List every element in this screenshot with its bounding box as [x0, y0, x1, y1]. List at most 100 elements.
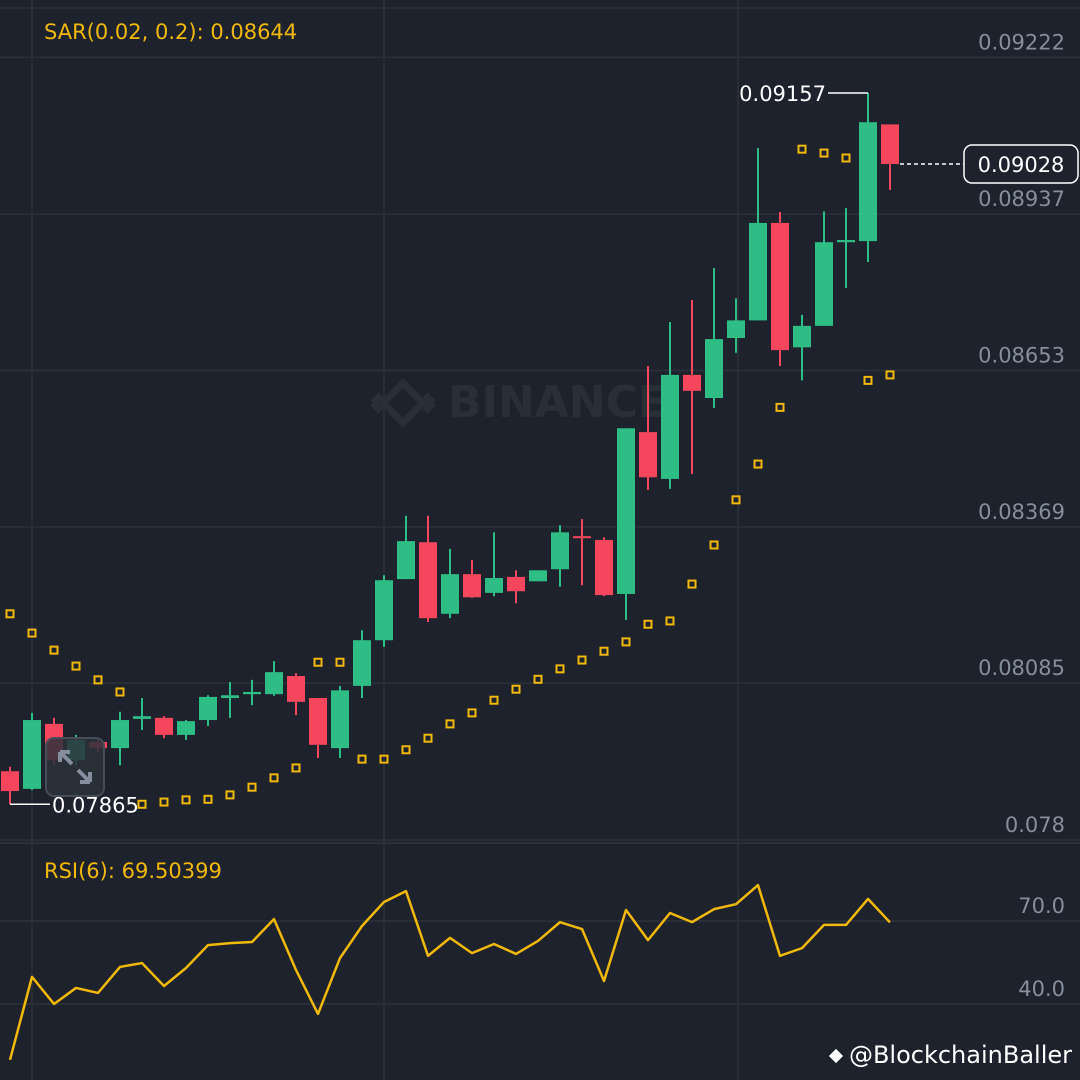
candle-body	[23, 720, 41, 789]
candle-body	[771, 222, 789, 351]
candle-body	[485, 578, 503, 593]
expand-button[interactable]	[45, 737, 105, 797]
watermark: BINANCE	[370, 377, 668, 428]
candle-body	[705, 339, 723, 399]
vertical-grid	[31, 0, 739, 1080]
sar-dot	[181, 795, 191, 805]
last-price-label: 0.09028	[978, 153, 1065, 177]
credit-text: @BlockchainBaller	[849, 1041, 1072, 1069]
y-tick-label: 0.08653	[978, 343, 1065, 367]
sar-dot	[621, 637, 631, 647]
candle-body	[287, 676, 305, 702]
sar-dot	[203, 794, 213, 804]
sar-dot	[577, 655, 587, 665]
candle-body	[529, 570, 547, 582]
candle-body	[331, 690, 349, 749]
candle-body	[749, 222, 767, 321]
sar-dot	[5, 609, 15, 619]
sar-dot	[489, 695, 499, 705]
sar-dot	[379, 754, 389, 764]
candle-body	[111, 720, 129, 749]
sar-dot	[775, 402, 785, 412]
sar-dot	[291, 763, 301, 773]
sar-dot	[753, 459, 763, 469]
y-tick-label: 0.08369	[978, 500, 1065, 524]
credit: @BlockchainBaller	[828, 1041, 1072, 1069]
y-tick-label: 0.08085	[978, 656, 1065, 680]
candle-body	[199, 696, 217, 721]
y-tick-label: 0.08937	[978, 187, 1065, 211]
watermark-text: BINANCE	[448, 377, 668, 428]
candle-body	[815, 242, 833, 326]
sar-dot	[313, 657, 323, 667]
candle-body	[837, 240, 855, 243]
candle-body	[177, 721, 195, 735]
y-tick-label: 70.0	[1018, 894, 1065, 918]
candle-body	[441, 574, 459, 614]
candle-body	[551, 532, 569, 570]
sar-dot	[841, 153, 851, 163]
candle-body	[265, 672, 283, 695]
sar-dot	[401, 745, 411, 755]
candle-body	[309, 698, 327, 745]
candle-body	[793, 325, 811, 348]
sar-dot	[93, 675, 103, 685]
sar-dot	[731, 495, 741, 505]
candle-body	[463, 574, 481, 598]
high-marker-label: 0.09157	[739, 82, 826, 106]
candle-body	[617, 428, 635, 594]
sar-dot	[797, 144, 807, 154]
y-tick-label: 40.0	[1018, 977, 1065, 1001]
sar-dot	[885, 370, 895, 380]
candle-body	[727, 320, 745, 338]
sar-dot	[423, 733, 433, 743]
sar-dot	[687, 579, 697, 589]
candle-body	[595, 540, 613, 596]
sar-dot	[643, 619, 653, 629]
sar-dot	[533, 674, 543, 684]
candle-body	[881, 124, 899, 165]
sar-dot	[599, 646, 609, 656]
sar-dot	[115, 687, 125, 697]
sar-title: SAR(0.02, 0.2): 0.08644	[44, 20, 297, 44]
candle-body	[221, 695, 239, 699]
sar-dot	[357, 754, 367, 764]
sar-dot	[159, 797, 169, 807]
candle-body	[375, 580, 393, 641]
candle-body	[353, 640, 371, 686]
sar-dot	[49, 645, 59, 655]
candle-body	[639, 432, 657, 478]
sar-dot	[137, 799, 147, 809]
sar-dot	[511, 684, 521, 694]
sar-dot	[709, 540, 719, 550]
rsi-line	[8, 883, 891, 1061]
sar-dot	[71, 661, 81, 671]
last-price-box	[963, 144, 1079, 184]
sar-dot	[247, 782, 257, 792]
candle-body	[683, 374, 701, 391]
low-marker-label: 0.07865	[52, 793, 139, 817]
sar-dot	[863, 375, 873, 385]
rsi-title: RSI(6): 69.50399	[44, 859, 222, 883]
candle-body	[573, 536, 591, 539]
sar-dot	[27, 628, 37, 638]
candle-body	[397, 541, 415, 580]
y-tick-label: 0.09222	[978, 30, 1065, 54]
candle-body	[1, 771, 19, 792]
sar-dot	[335, 657, 345, 667]
candle-body	[155, 717, 173, 735]
sar-dot	[225, 790, 235, 800]
candle-body	[859, 122, 877, 242]
candle-body	[507, 576, 525, 592]
sar-dot	[467, 708, 477, 718]
candle-body	[661, 374, 679, 479]
sar-dot	[555, 664, 565, 674]
candle-body	[133, 716, 151, 719]
candle-body	[243, 691, 261, 695]
sar-dot	[445, 719, 455, 729]
sar-dot	[665, 616, 675, 626]
sar-dot	[269, 773, 279, 783]
sar-dot	[819, 148, 829, 158]
